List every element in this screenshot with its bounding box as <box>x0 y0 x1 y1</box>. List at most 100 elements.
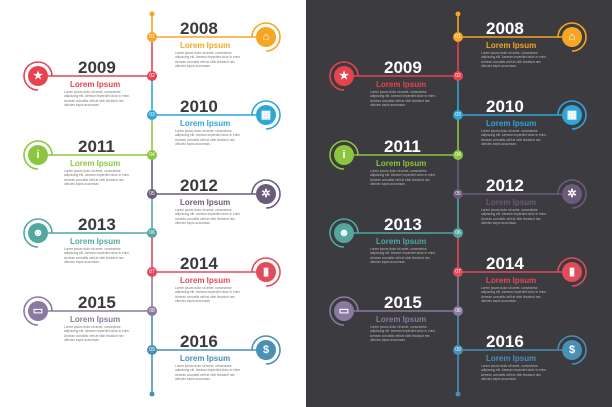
step-number-badge: 06 <box>453 228 463 238</box>
entry-title: Lorem Ipsum <box>486 276 537 285</box>
step-number-badge: 08 <box>453 306 463 316</box>
year-label: 2011 <box>78 137 115 156</box>
entry-description: Lorem ipsum dolor sit amet, consectetur … <box>370 169 436 186</box>
entry-description: Lorem ipsum dolor sit amet, consectetur … <box>175 51 241 68</box>
entry-description: Lorem ipsum dolor sit amet, consectetur … <box>370 90 436 107</box>
star-icon: ★ <box>28 66 48 86</box>
people-icon: ☻ <box>334 223 354 243</box>
calendar-icon: ▦ <box>256 105 276 125</box>
year-label: 2015 <box>78 293 116 312</box>
info-icon: i <box>28 145 48 165</box>
icon-arc <box>329 140 359 170</box>
year-label: 2012 <box>180 176 218 195</box>
step-number-badge: 07 <box>147 267 157 277</box>
year-label: 2012 <box>486 176 524 195</box>
step-number-badge: 09 <box>453 345 463 355</box>
entry-description: Lorem ipsum dolor sit amet, consectetur … <box>175 286 241 303</box>
monitor-icon: ▭ <box>28 301 48 321</box>
monitor-icon: ▭ <box>334 301 354 321</box>
dollar-icon: $ <box>562 340 582 360</box>
timeline-connectors <box>329 11 587 397</box>
icon-arc <box>329 296 359 326</box>
step-number-badge: 08 <box>147 306 157 316</box>
people-icon: ☻ <box>28 223 48 243</box>
icon-arc <box>329 61 359 91</box>
entry-description: Lorem ipsum dolor sit amet, consectetur … <box>64 90 130 107</box>
icon-arc <box>557 179 587 209</box>
year-label: 2010 <box>180 97 218 116</box>
entry-title: Lorem Ipsum <box>486 119 537 128</box>
info-icon: i <box>334 145 354 165</box>
entry-title: Lorem Ipsum <box>180 276 231 285</box>
year-label: 2014 <box>180 254 218 273</box>
year-label: 2011 <box>384 137 421 156</box>
home-icon: ⌂ <box>562 27 582 47</box>
year-label: 2014 <box>486 254 524 273</box>
year-label: 2009 <box>384 58 422 77</box>
entry-title: Lorem Ipsum <box>486 354 537 363</box>
step-number-badge: 02 <box>453 71 463 81</box>
gear-icon: ✲ <box>562 184 582 204</box>
step-number-badge: 09 <box>147 345 157 355</box>
icon-arc <box>557 335 587 365</box>
entry-description: Lorem ipsum dolor sit amet, consectetur … <box>64 247 130 264</box>
step-number-badge: 01 <box>147 32 157 42</box>
year-label: 2013 <box>384 215 422 234</box>
timeline-panel-dark: 01 ⌂ 2008 Lorem Ipsum Lorem ipsum dolor sit … <box>306 0 612 407</box>
entry-title: Lorem Ipsum <box>376 315 427 324</box>
bar-chart-icon: ▮ <box>256 262 276 282</box>
icon-arc <box>251 22 281 52</box>
icon-arc <box>23 218 53 248</box>
step-number-badge: 03 <box>147 110 157 120</box>
dollar-icon: $ <box>256 340 276 360</box>
entry-description: Lorem ipsum dolor sit amet, consectetur … <box>370 247 436 264</box>
icon-arc <box>251 335 281 365</box>
entry-title: Lorem Ipsum <box>70 315 121 324</box>
entry-title: Lorem Ipsum <box>376 80 427 89</box>
entry-title: Lorem Ipsum <box>180 41 231 50</box>
icon-arc <box>251 257 281 287</box>
entry-title: Lorem Ipsum <box>70 159 121 168</box>
star-icon: ★ <box>334 66 354 86</box>
step-number-badge: 03 <box>453 110 463 120</box>
entry-title: Lorem Ipsum <box>376 159 427 168</box>
calendar-icon: ▦ <box>562 105 582 125</box>
icon-arc <box>23 61 53 91</box>
entry-description: Lorem ipsum dolor sit amet, consectetur … <box>481 129 547 146</box>
entry-description: Lorem ipsum dolor sit amet, consectetur … <box>175 208 241 225</box>
icon-arc <box>23 296 53 326</box>
entry-description: Lorem ipsum dolor sit amet, consectetur … <box>64 169 130 186</box>
entry-title: Lorem Ipsum <box>70 237 121 246</box>
step-number-badge: 07 <box>453 267 463 277</box>
year-label: 2016 <box>486 332 524 351</box>
icon-arc <box>23 140 53 170</box>
icon-arc <box>329 218 359 248</box>
year-label: 2009 <box>78 58 116 77</box>
entry-description: Lorem ipsum dolor sit amet, consectetur … <box>481 286 547 303</box>
entry-description: Lorem ipsum dolor sit amet, consectetur … <box>175 364 241 381</box>
step-number-badge: 04 <box>147 150 157 160</box>
bar-chart-icon: ▮ <box>562 262 582 282</box>
entry-title: Lorem Ipsum <box>486 41 537 50</box>
home-icon: ⌂ <box>256 27 276 47</box>
entry-description: Lorem ipsum dolor sit amet, consectetur … <box>481 208 547 225</box>
entry-title: Lorem Ipsum <box>180 198 231 207</box>
step-number-badge: 05 <box>147 189 157 199</box>
step-number-badge: 01 <box>453 32 463 42</box>
entry-description: Lorem ipsum dolor sit amet, consectetur … <box>370 325 436 342</box>
year-label: 2015 <box>384 293 422 312</box>
year-label: 2008 <box>486 19 524 38</box>
year-label: 2008 <box>180 19 218 38</box>
step-number-badge: 05 <box>453 189 463 199</box>
year-label: 2016 <box>180 332 218 351</box>
entry-title: Lorem Ipsum <box>70 80 121 89</box>
icon-arc <box>557 100 587 130</box>
entry-description: Lorem ipsum dolor sit amet, consectetur … <box>481 364 547 381</box>
step-number-badge: 04 <box>453 150 463 160</box>
icon-arc <box>251 179 281 209</box>
year-label: 2010 <box>486 97 524 116</box>
icon-arc <box>557 257 587 287</box>
timeline-connectors <box>23 11 281 397</box>
entry-title: Lorem Ipsum <box>486 198 537 207</box>
step-number-badge: 02 <box>147 71 157 81</box>
